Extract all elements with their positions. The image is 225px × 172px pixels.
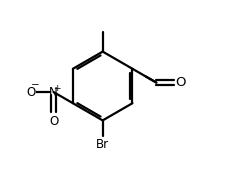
Text: +: + xyxy=(53,84,61,93)
Text: N: N xyxy=(49,85,58,99)
Text: −: − xyxy=(30,80,39,90)
Text: Br: Br xyxy=(96,138,109,151)
Text: O: O xyxy=(27,86,36,99)
Text: O: O xyxy=(175,76,185,89)
Text: O: O xyxy=(49,115,58,128)
